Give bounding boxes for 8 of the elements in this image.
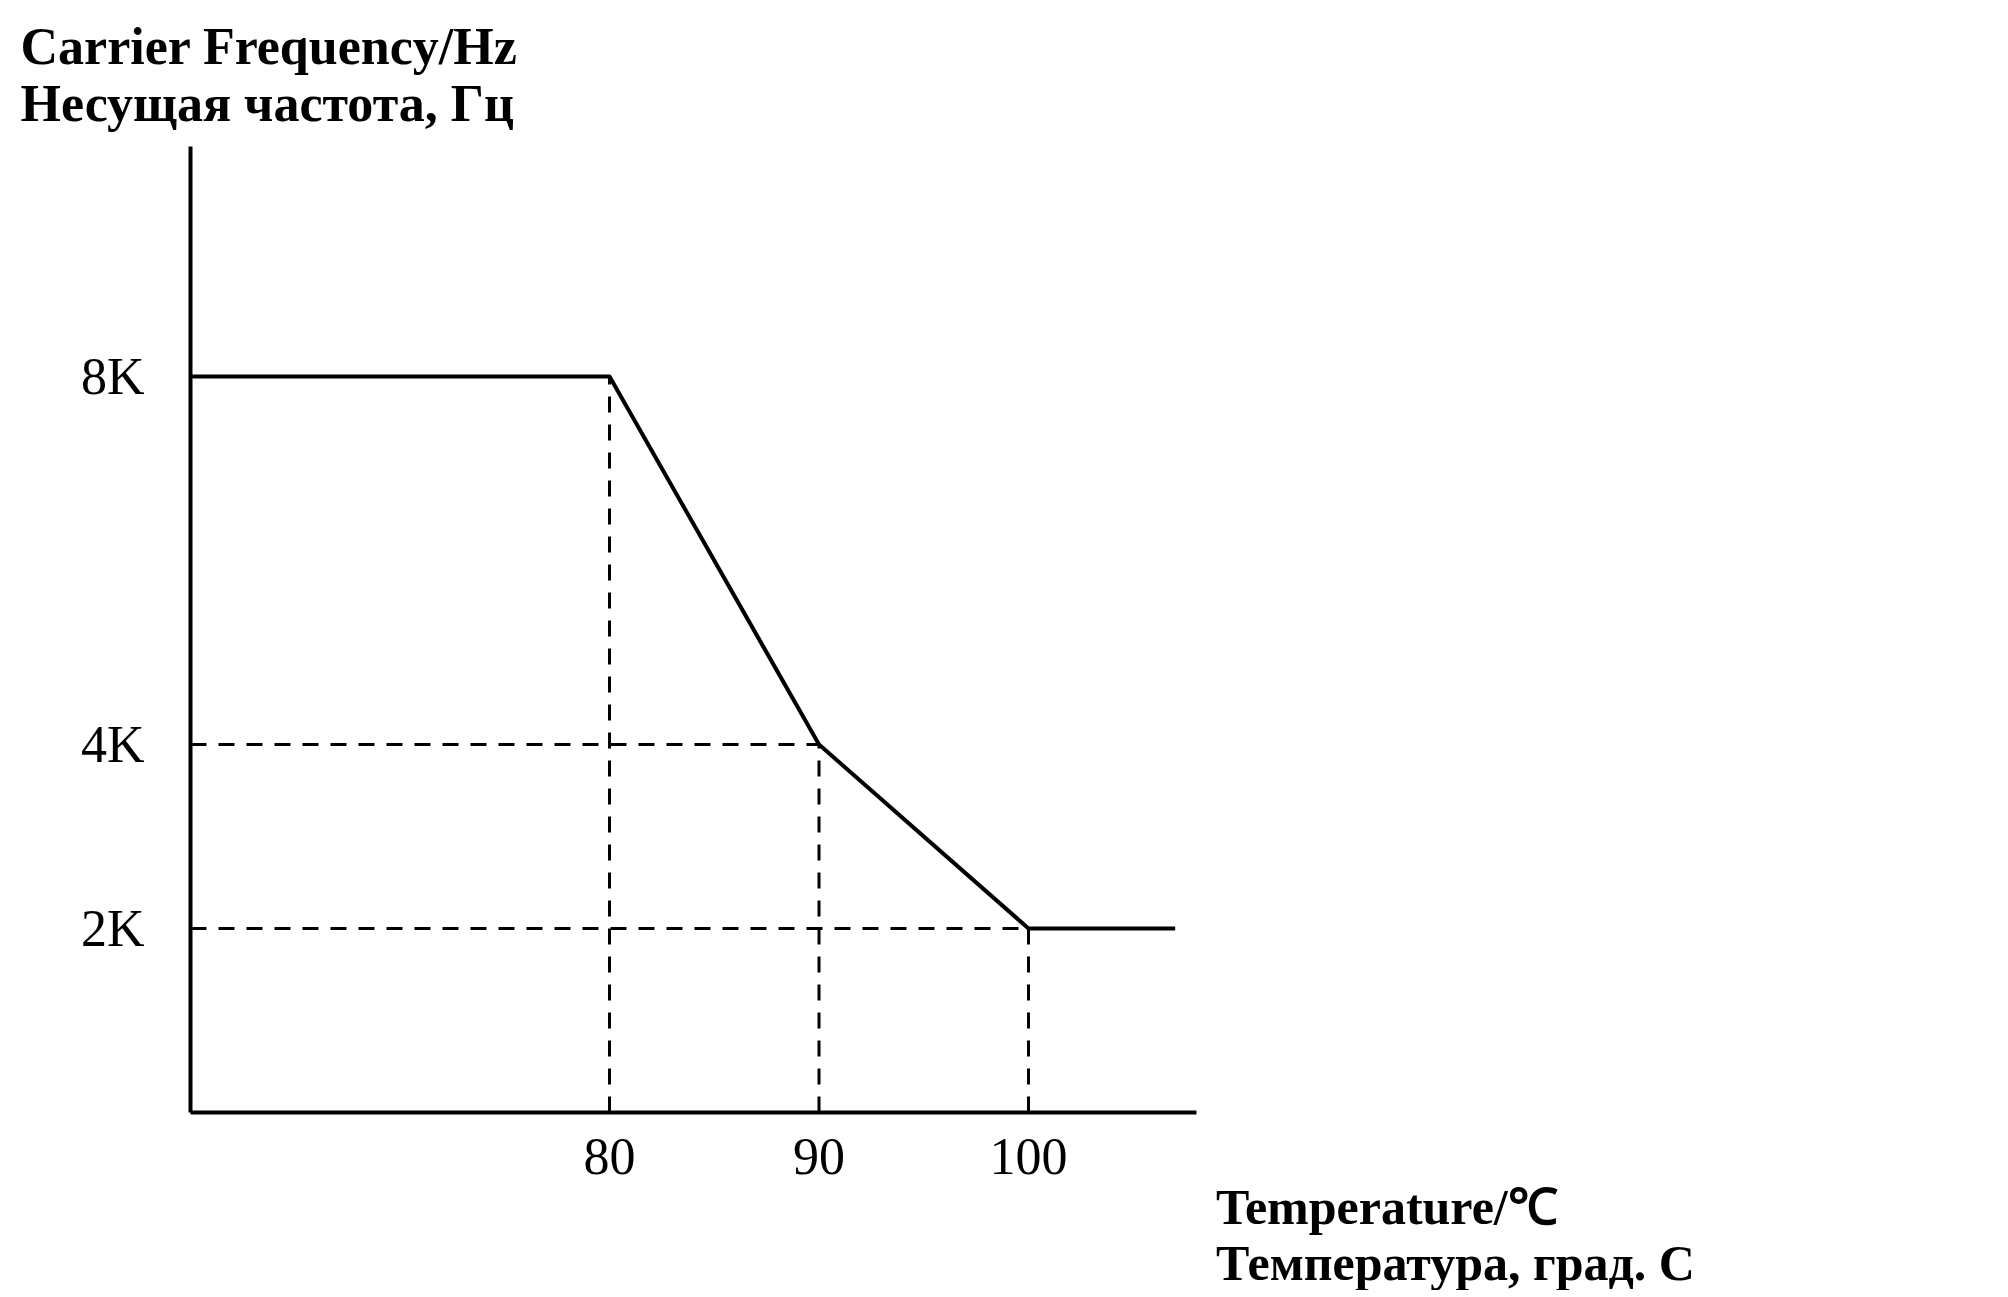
x-tick-label: 90 [793,1127,846,1185]
y-tick-label: 2K [80,900,145,957]
y-tick-label: 4K [80,716,145,773]
y-tick-label: 8K [80,348,145,405]
y-axis-title: Carrier Frequency/Hz Несущая частота, Гц [20,17,517,132]
x-tick-label: 100 [989,1127,1068,1185]
x-axis-title: Temperature/℃ Температура, град. C [1216,1178,1695,1291]
x-tick-label: 80 [583,1127,636,1185]
